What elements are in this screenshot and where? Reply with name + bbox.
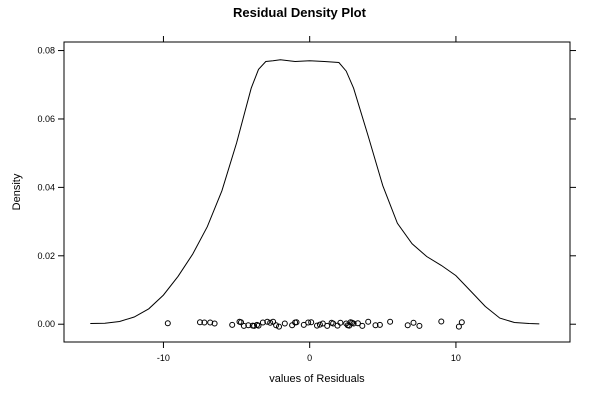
residual-point — [350, 320, 357, 327]
residual-point — [245, 322, 252, 329]
plot-frame — [63, 41, 571, 343]
x-tick-label: 0 — [307, 353, 312, 363]
residual-point — [267, 319, 274, 326]
residual-point — [334, 322, 341, 329]
residual-point — [337, 319, 344, 326]
residual-point — [416, 322, 423, 329]
residual-point — [354, 320, 361, 327]
y-tick-label: 0.00 — [37, 319, 55, 329]
plot-area — [90, 59, 540, 330]
x-tick-label: 10 — [451, 353, 461, 363]
residual-point — [300, 321, 307, 328]
residual-point — [305, 319, 312, 326]
residual-point — [255, 322, 262, 329]
residual-point — [201, 319, 208, 326]
residual-point — [197, 319, 203, 326]
residual-point — [273, 322, 280, 329]
residual-point — [376, 321, 383, 328]
residual-point — [238, 319, 244, 326]
x-tick-label: -10 — [157, 353, 170, 363]
density-curve — [90, 59, 540, 325]
residual-point — [458, 319, 465, 326]
axis-ticks — [58, 36, 576, 348]
residual-point — [372, 322, 379, 329]
residual-point — [316, 321, 323, 328]
residual-point — [264, 318, 271, 325]
residual-point — [455, 323, 462, 330]
residual-point — [211, 320, 218, 327]
residual-point — [359, 322, 366, 329]
residual-point — [438, 318, 445, 325]
chart-title: Residual Density Plot — [233, 5, 367, 20]
residual-point — [259, 319, 266, 326]
residual-point — [308, 319, 315, 326]
residual-point — [387, 318, 394, 325]
residual-point — [314, 322, 320, 329]
axis-tick-labels: -10 0 10 0.00 0.02 0.04 0.06 0.08 — [37, 46, 460, 363]
residual-point — [276, 323, 282, 330]
residual-point — [410, 319, 417, 326]
residual-point — [164, 320, 171, 327]
residual-point — [365, 318, 372, 325]
residual-point — [324, 322, 331, 329]
residual-point — [240, 322, 247, 329]
residual-point — [319, 320, 326, 327]
y-tick-label: 0.06 — [37, 114, 55, 124]
residual-point — [293, 319, 300, 326]
y-tick-label: 0.08 — [37, 46, 55, 56]
y-tick-label: 0.04 — [37, 182, 55, 192]
x-axis-label: values of Residuals — [269, 373, 365, 385]
y-tick-label: 0.02 — [37, 251, 55, 261]
residual-point — [404, 322, 411, 329]
residual-point — [270, 318, 277, 325]
residual-point — [229, 321, 236, 328]
residual-point — [281, 320, 288, 327]
residual-point — [251, 322, 258, 329]
y-axis-label: Density — [11, 173, 23, 210]
